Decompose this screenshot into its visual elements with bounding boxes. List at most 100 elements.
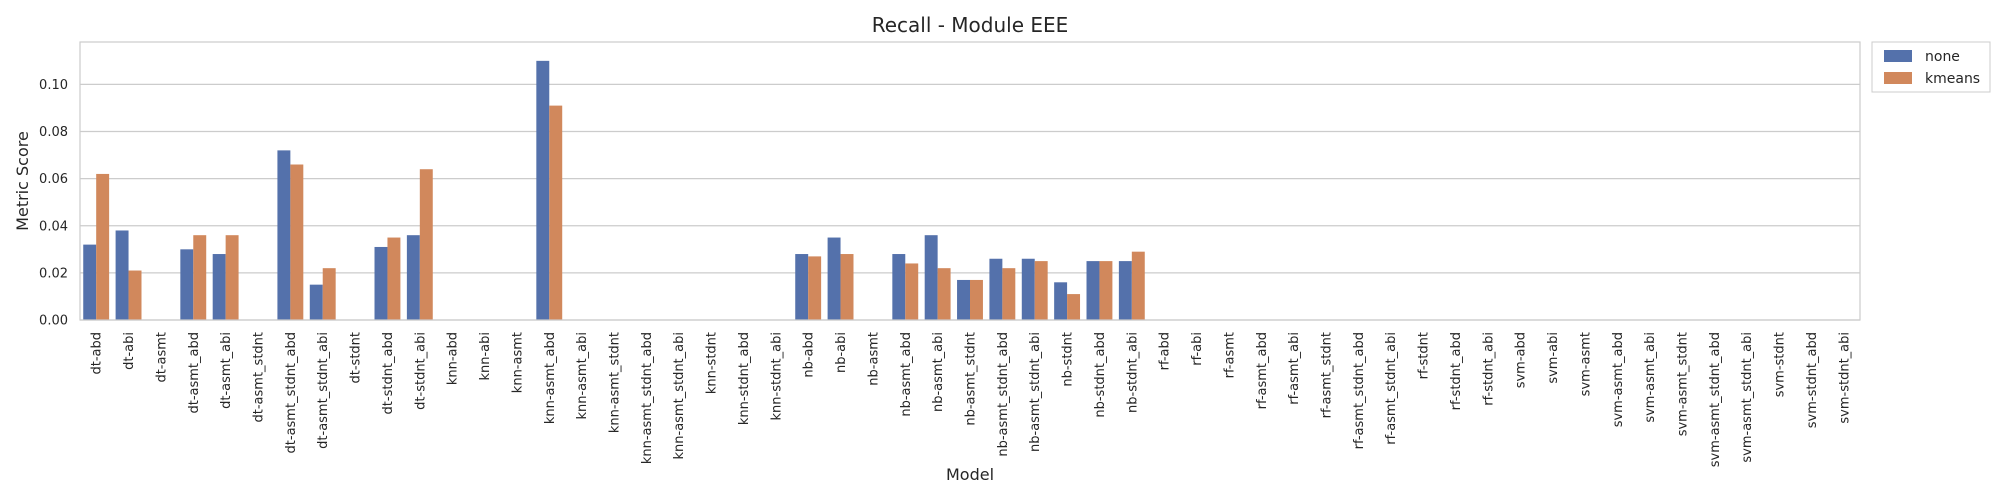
x-tick-label: dt-stdnt_abd [381, 332, 396, 414]
x-tick-label: knn-asmt [510, 332, 525, 393]
x-tick-label: knn-stdnt_abi [769, 332, 784, 421]
x-tick-label: rf-abi [1190, 332, 1205, 366]
bar-kmeans-dt-asmt_abi [225, 235, 239, 320]
bar-kmeans-dt-abi [128, 270, 142, 320]
bar-kmeans-dt-stdnt_abd [387, 237, 401, 320]
bar-kmeans-nb-asmt_abd [905, 263, 919, 320]
x-tick-label: dt-asmt_stdnt_abi [316, 332, 331, 449]
bar-none-nb-abi [827, 237, 841, 320]
x-tick-label: dt-asmt_abi [219, 332, 234, 409]
x-tick-label: svm-asmt_stdnt [1676, 332, 1691, 436]
x-tick-label: nb-abi [834, 332, 849, 373]
y-tick-label: 0.00 [39, 314, 68, 329]
bar-none-dt-abd [83, 244, 97, 320]
x-tick-label: svm-asmt_abd [1611, 332, 1626, 427]
legend-swatch-none [1884, 50, 1912, 62]
x-tick-label: nb-asmt [866, 332, 881, 386]
x-tick-label: nb-asmt_stdnt_abd [996, 332, 1011, 457]
chart-title: Recall - Module EEE [872, 13, 1069, 37]
y-tick-label: 0.04 [39, 219, 68, 234]
x-tick-label: rf-stdnt_abd [1449, 332, 1464, 410]
y-ticks: 0.00 0.02 0.04 0.06 0.08 0.10 [39, 78, 68, 329]
x-tick-label: knn-abd [446, 332, 461, 385]
bar-none-nb-stdnt_abd [1086, 261, 1100, 320]
y-tick-label: 0.10 [39, 78, 68, 93]
bar-kmeans-nb-stdnt [1067, 294, 1081, 320]
y-axis-label: Metric Score [13, 131, 32, 231]
y-tick-label: 0.06 [39, 172, 68, 187]
x-tick-label: knn-abi [478, 332, 493, 381]
x-tick-label: rf-abd [1158, 332, 1173, 370]
bar-kmeans-dt-asmt_stdnt_abi [322, 268, 336, 320]
bar-none-dt-stdnt_abd [374, 246, 388, 320]
x-tick-label: svm-stdnt [1773, 332, 1788, 397]
bar-kmeans-nb-asmt_stdnt_abi [1034, 261, 1048, 320]
x-tick-label: knn-asmt_abi [575, 332, 590, 420]
bar-kmeans-nb-asmt_abi [937, 268, 951, 320]
x-tick-label: dt-asmt_stdnt_abd [284, 332, 299, 453]
x-tick-label: knn-stdnt [705, 332, 720, 394]
x-tick-label: nb-asmt_stdnt [964, 332, 979, 426]
bar-kmeans-nb-stdnt_abd [1099, 261, 1113, 320]
bar-none-knn-asmt_abd [536, 60, 550, 320]
bar-kmeans-dt-abd [96, 173, 110, 320]
bar-kmeans-knn-asmt_abd [549, 105, 563, 320]
bar-none-dt-asmt_abi [212, 254, 226, 320]
x-tick-label: dt-stdnt [349, 332, 364, 384]
x-tick-label: svm-abi [1546, 332, 1561, 384]
x-tick-label: svm-asmt_stdnt_abi [1740, 332, 1755, 463]
y-tick-label: 0.02 [39, 266, 68, 281]
legend-label-none: none [1925, 49, 1960, 65]
bar-none-dt-asmt_stdnt_abd [277, 150, 291, 320]
x-tick-label: nb-asmt_abi [931, 332, 946, 412]
bar-kmeans-nb-asmt_stdnt [970, 279, 983, 320]
legend-swatch-kmeans [1884, 72, 1912, 84]
x-tick-label: nb-asmt_stdnt_abi [1028, 332, 1043, 452]
x-tick-label: dt-stdnt_abi [413, 332, 428, 410]
x-tick-label: svm-asmt [1578, 332, 1593, 396]
x-tick-label: dt-abd [90, 332, 105, 375]
bar-kmeans-dt-stdnt_abi [419, 169, 433, 320]
bar-kmeans-dt-asmt_stdnt_abd [290, 164, 304, 320]
x-tick-label: rf-stdnt [1417, 332, 1432, 379]
legend-label-kmeans: kmeans [1925, 71, 1980, 87]
x-tick-label: dt-abi [122, 332, 137, 370]
bar-kmeans-nb-stdnt_abi [1131, 251, 1145, 320]
x-tick-label: nb-stdnt_abi [1125, 332, 1140, 413]
x-tick-label: knn-stdnt_abd [737, 332, 752, 425]
plot-frame [79, 41, 1861, 321]
bar-kmeans-nb-abi [840, 254, 854, 320]
bar-none-nb-asmt_stdnt_abd [989, 258, 1003, 320]
x-tick-label: knn-asmt_abd [543, 332, 558, 424]
x-tick-label: svm-abd [1514, 332, 1529, 388]
x-tick-label: rf-asmt_abd [1255, 332, 1270, 409]
x-tick-label: rf-stdnt_abi [1481, 332, 1496, 406]
y-tick-label: 0.08 [39, 125, 68, 140]
x-tick-label: svm-stdnt_abi [1837, 332, 1852, 424]
x-tick-label: rf-asmt [1222, 332, 1237, 378]
x-tick-label: dt-asmt_stdnt [252, 332, 267, 423]
bar-none-dt-asmt_abd [180, 249, 194, 320]
x-tick-label: svm-asmt_abi [1643, 332, 1658, 423]
bar-kmeans-dt-asmt_abd [193, 235, 207, 320]
x-axis-label: Model [946, 465, 994, 484]
bar-none-nb-asmt_stdnt_abi [1021, 258, 1035, 320]
bar-none-nb-stdnt [1054, 282, 1068, 320]
x-tick-label: rf-asmt_stdnt [1320, 332, 1335, 418]
bars [83, 60, 1145, 320]
x-tick-label: knn-asmt_stdnt_abi [672, 332, 687, 460]
bar-kmeans-nb-asmt_stdnt_abd [1002, 268, 1016, 320]
bar-none-nb-stdnt_abi [1118, 261, 1132, 320]
x-tick-label: dt-asmt [154, 332, 169, 383]
bar-none-dt-abi [115, 230, 129, 320]
x-tick-label: rf-asmt_abi [1287, 332, 1302, 405]
x-tick-label: dt-asmt_abd [187, 332, 202, 414]
x-tick-label: knn-asmt_stdnt_abd [640, 332, 655, 464]
bar-none-nb-asmt_abi [924, 235, 938, 320]
bar-kmeans-nb-abd [808, 256, 822, 320]
legend: none kmeans [1871, 41, 1991, 93]
x-tick-label: svm-asmt_stdnt_abd [1708, 332, 1723, 467]
x-tick-label: nb-asmt_abd [899, 332, 914, 417]
